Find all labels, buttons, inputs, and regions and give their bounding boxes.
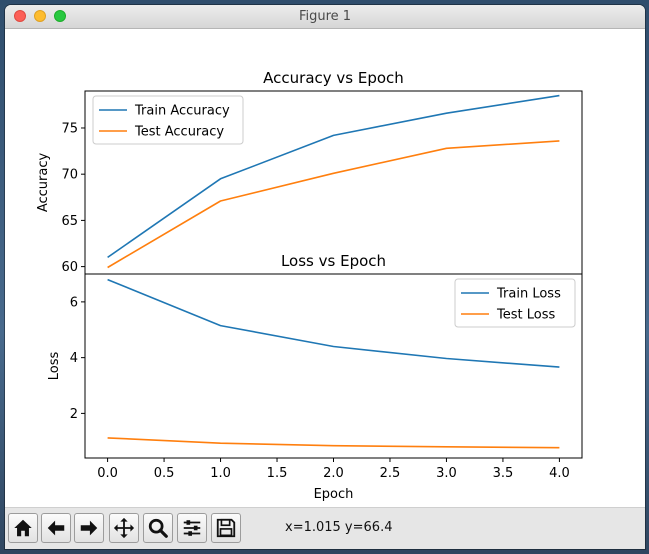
pan-icon — [113, 517, 135, 539]
chart2-y-tick-label: 2 — [70, 407, 78, 422]
back-arrow-icon — [47, 520, 65, 536]
chart2-x-tick-label: 0.5 — [154, 466, 175, 481]
chart2-x-tick-label: 1.0 — [210, 466, 231, 481]
window-title: Figure 1 — [298, 9, 352, 24]
chart2-x-tick-label: 2.0 — [323, 466, 344, 481]
forward-arrow-icon — [80, 520, 98, 536]
chart1-y-tick-label: 75 — [61, 121, 78, 136]
home-icon — [14, 519, 32, 537]
chart2-legend-label-1: Train Loss — [496, 287, 561, 302]
chart1-legend-label-1: Train Accuracy — [134, 104, 230, 119]
back-button[interactable] — [41, 513, 71, 543]
chart2-x-tick-label: 4.0 — [549, 466, 570, 481]
chart2-y-axis-label: Loss — [47, 352, 62, 381]
home-button[interactable] — [8, 513, 38, 543]
chart1-legend — [92, 95, 244, 145]
chart2-x-tick-label: 0.0 — [97, 466, 118, 481]
chart2-y-tick-label: 4 — [70, 351, 78, 366]
chart1-y-tick-label: 70 — [61, 168, 78, 183]
chart2-x-tick-label: 3.0 — [436, 466, 457, 481]
chart1-series-line-1 — [107, 94, 560, 259]
maximize-window-button[interactable] — [54, 10, 66, 22]
chart2-title: Loss vs Epoch — [281, 252, 386, 270]
chart2-series-line-1 — [107, 278, 560, 368]
configure-subplots-icon — [183, 520, 201, 536]
chart2-legend-label-2: Test Loss — [496, 308, 555, 323]
forward-button[interactable] — [74, 513, 104, 543]
save-button[interactable] — [211, 513, 241, 543]
chart2-x-axis-label: Epoch — [314, 487, 354, 502]
chart2-x-tick-label: 2.5 — [380, 466, 401, 481]
figure-window: Figure 1 60 65 70 75 Accuracy vs Epoch Accura… — [5, 5, 645, 549]
pan-button[interactable] — [109, 513, 139, 543]
zoom-icon — [148, 518, 168, 538]
chart1-legend-label-2: Test Accuracy — [134, 125, 224, 140]
cursor-coordinates: x=1.015 y=66.4 — [285, 520, 393, 535]
close-window-button[interactable] — [14, 10, 26, 22]
chart2-y-tick-label: 6 — [70, 295, 78, 310]
chart2-x-tick-label: 3.5 — [493, 466, 514, 481]
chart1-title: Accuracy vs Epoch — [263, 69, 404, 87]
title-bar[interactable]: Figure 1 — [5, 5, 645, 29]
chart1-y-tick-label: 65 — [61, 214, 78, 229]
figure-canvas[interactable]: 60 65 70 75 Accuracy vs Epoch Accuracy Train A… — [5, 29, 645, 507]
navigation-toolbar: x=1.015 y=66.4 — [5, 507, 645, 549]
chart1-series-line-2 — [107, 140, 560, 269]
chart1-y-tick-label: 60 — [61, 260, 78, 275]
figure-svg[interactable]: 60 65 70 75 Accuracy vs Epoch Accuracy Train A… — [5, 29, 645, 507]
chart2-series-line-2 — [107, 437, 560, 449]
chart2-legend — [454, 278, 576, 328]
chart2-x-tick-label: 1.5 — [267, 466, 288, 481]
chart1-y-axis-label: Accuracy — [36, 153, 51, 213]
minimize-window-button[interactable] — [34, 10, 46, 22]
configure-subplots-button[interactable] — [177, 513, 207, 543]
save-icon — [216, 518, 236, 538]
zoom-button[interactable] — [143, 513, 173, 543]
